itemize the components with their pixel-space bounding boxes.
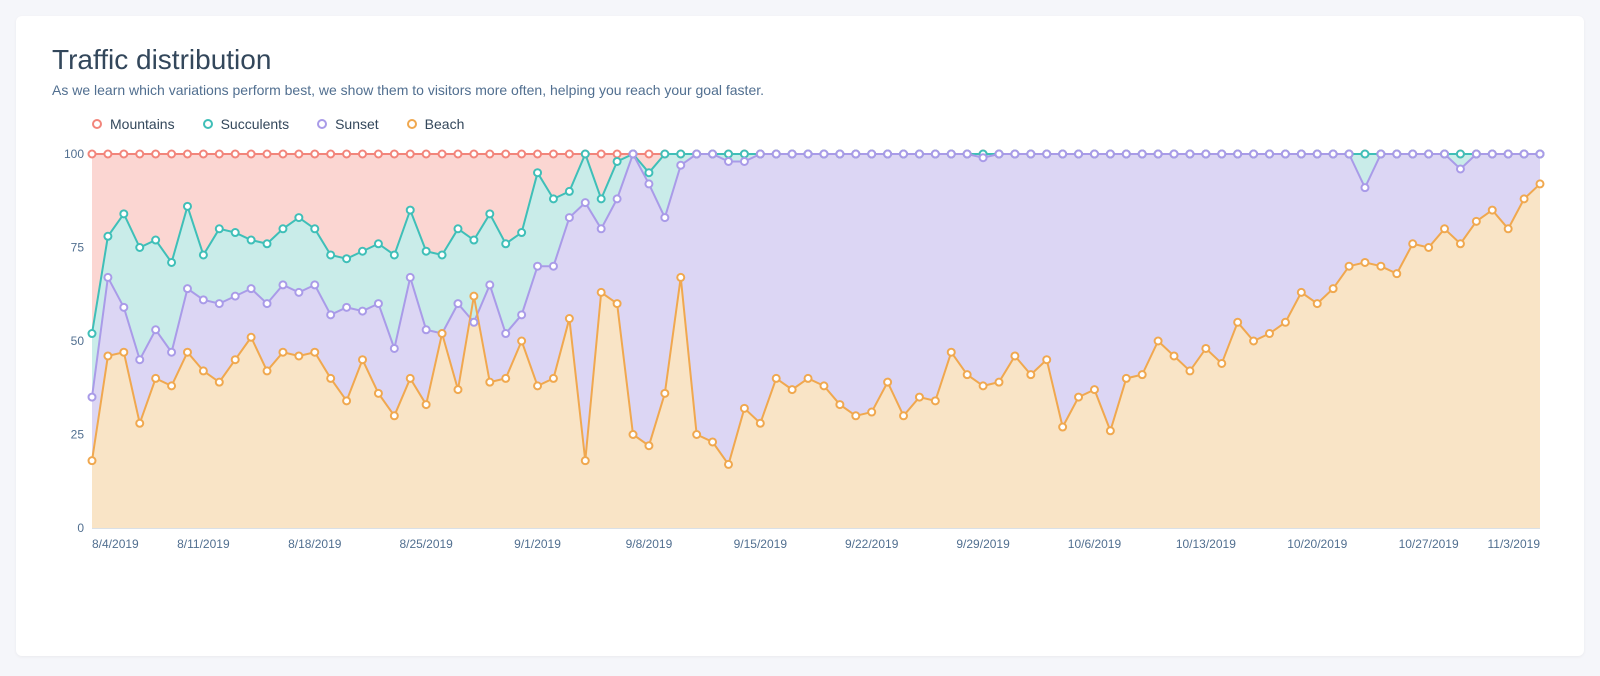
circle-icon xyxy=(407,119,417,129)
svg-text:25: 25 xyxy=(71,428,85,442)
legend-label: Beach xyxy=(425,116,465,132)
chart-title: Traffic distribution xyxy=(52,44,1548,76)
svg-text:8/4/2019: 8/4/2019 xyxy=(92,537,139,551)
circle-icon xyxy=(203,119,213,129)
svg-text:9/15/2019: 9/15/2019 xyxy=(734,537,788,551)
svg-text:100: 100 xyxy=(64,147,84,161)
legend-label: Sunset xyxy=(335,116,379,132)
legend-label: Mountains xyxy=(110,116,175,132)
svg-text:8/25/2019: 8/25/2019 xyxy=(399,537,453,551)
svg-text:10/27/2019: 10/27/2019 xyxy=(1399,537,1459,551)
svg-text:9/29/2019: 9/29/2019 xyxy=(956,537,1010,551)
circle-icon xyxy=(92,119,102,129)
chart-area: 0 25 50 75 100 8/4/2019 8/11/2019 8/18/2019 8/25… xyxy=(52,146,1548,576)
legend-label: Succulents xyxy=(221,116,289,132)
chart-subtitle: As we learn which variations perform bes… xyxy=(52,82,1548,98)
traffic-distribution-card: Traffic distribution As we learn which v… xyxy=(16,16,1584,656)
svg-text:10/20/2019: 10/20/2019 xyxy=(1287,537,1347,551)
svg-text:9/1/2019: 9/1/2019 xyxy=(514,537,561,551)
svg-text:10/13/2019: 10/13/2019 xyxy=(1176,537,1236,551)
circle-icon xyxy=(317,119,327,129)
svg-text:75: 75 xyxy=(71,241,85,255)
legend-item-succulents[interactable]: Succulents xyxy=(203,116,289,132)
legend-item-mountains[interactable]: Mountains xyxy=(92,116,175,132)
legend-item-sunset[interactable]: Sunset xyxy=(317,116,379,132)
svg-text:8/18/2019: 8/18/2019 xyxy=(288,537,342,551)
svg-text:50: 50 xyxy=(71,334,85,348)
chart-legend: Mountains Succulents Sunset Beach xyxy=(92,116,1548,132)
svg-text:0: 0 xyxy=(77,521,84,535)
svg-text:8/11/2019: 8/11/2019 xyxy=(177,537,230,551)
legend-item-beach[interactable]: Beach xyxy=(407,116,465,132)
svg-text:9/8/2019: 9/8/2019 xyxy=(626,537,673,551)
svg-text:11/3/2019: 11/3/2019 xyxy=(1488,537,1541,551)
traffic-distribution-chart: 0 25 50 75 100 8/4/2019 8/11/2019 8/18/2019 8/25… xyxy=(52,146,1548,576)
svg-text:9/22/2019: 9/22/2019 xyxy=(845,537,899,551)
svg-text:10/6/2019: 10/6/2019 xyxy=(1068,537,1122,551)
